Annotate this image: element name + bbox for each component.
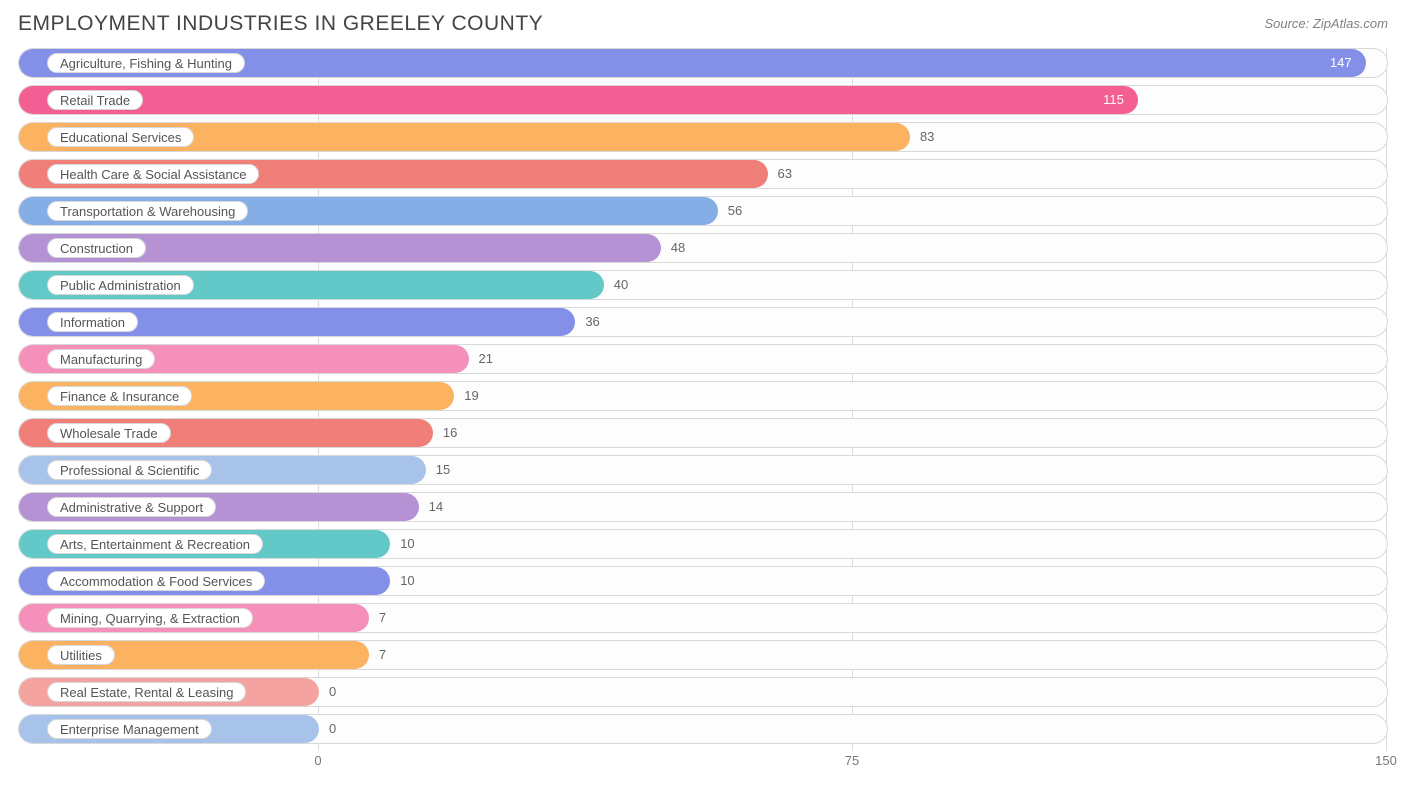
value-label: 7 [379,604,386,632]
category-label: Health Care & Social Assistance [47,164,259,184]
category-label: Wholesale Trade [47,423,171,443]
category-label: Educational Services [47,127,194,147]
bar-row: Transportation & Warehousing 56 [18,196,1388,226]
value-label: 19 [464,382,478,410]
source-name: ZipAtlas.com [1313,16,1388,31]
bar-row: Wholesale Trade 16 [18,418,1388,448]
bar-fill [19,86,1138,114]
value-label: 10 [400,530,414,558]
x-tick: 75 [845,753,859,768]
category-label: Finance & Insurance [47,386,192,406]
bar-row: Real Estate, Rental & Leasing 0 [18,677,1388,707]
bar-row: Accommodation & Food Services 10 [18,566,1388,596]
value-label: 0 [329,715,336,743]
source-attribution: Source: ZipAtlas.com [1264,16,1388,31]
page-title: EMPLOYMENT INDUSTRIES IN GREELEY COUNTY [18,12,543,36]
bar-row: Professional & Scientific 15 [18,455,1388,485]
category-label: Retail Trade [47,90,143,110]
x-axis: 075150 [18,753,1388,777]
value-label: 21 [479,345,493,373]
category-label: Information [47,312,138,332]
bar-row: Retail Trade 115 [18,85,1388,115]
bar-row: Enterprise Management 0 [18,714,1388,744]
bar-row: Educational Services 83 [18,122,1388,152]
category-label: Arts, Entertainment & Recreation [47,534,263,554]
bar-row: Health Care & Social Assistance 63 [18,159,1388,189]
bar-row: Information 36 [18,307,1388,337]
value-label: 15 [436,456,450,484]
category-label: Agriculture, Fishing & Hunting [47,53,245,73]
category-label: Accommodation & Food Services [47,571,265,591]
value-label: 10 [400,567,414,595]
value-label: 14 [429,493,443,521]
source-prefix: Source: [1264,16,1312,31]
value-label: 63 [778,160,792,188]
category-label: Enterprise Management [47,719,212,739]
category-label: Utilities [47,645,115,665]
value-label: 40 [614,271,628,299]
category-label: Construction [47,238,146,258]
bar-row: Administrative & Support 14 [18,492,1388,522]
bar-row: Public Administration 40 [18,270,1388,300]
value-label: 83 [920,123,934,151]
value-label: 115 [1103,86,1124,114]
bar-row: Finance & Insurance 19 [18,381,1388,411]
value-label: 7 [379,641,386,669]
value-label: 56 [728,197,742,225]
category-label: Professional & Scientific [47,460,212,480]
bar-row: Construction 48 [18,233,1388,263]
value-label: 48 [671,234,685,262]
category-label: Manufacturing [47,349,155,369]
category-label: Administrative & Support [47,497,216,517]
category-label: Mining, Quarrying, & Extraction [47,608,253,628]
value-label: 16 [443,419,457,447]
bar-row: Manufacturing 21 [18,344,1388,374]
bar-row: Agriculture, Fishing & Hunting 147 [18,48,1388,78]
value-label: 0 [329,678,336,706]
value-label: 36 [585,308,599,336]
bar-row: Utilities 7 [18,640,1388,670]
value-label: 147 [1330,49,1352,77]
category-label: Transportation & Warehousing [47,201,248,221]
employment-bar-chart: Agriculture, Fishing & Hunting147Retail … [18,48,1388,777]
category-label: Real Estate, Rental & Leasing [47,682,246,702]
x-tick: 0 [314,753,321,768]
bar-row: Mining, Quarrying, & Extraction 7 [18,603,1388,633]
category-label: Public Administration [47,275,194,295]
bar-row: Arts, Entertainment & Recreation 10 [18,529,1388,559]
x-tick: 150 [1375,753,1397,768]
